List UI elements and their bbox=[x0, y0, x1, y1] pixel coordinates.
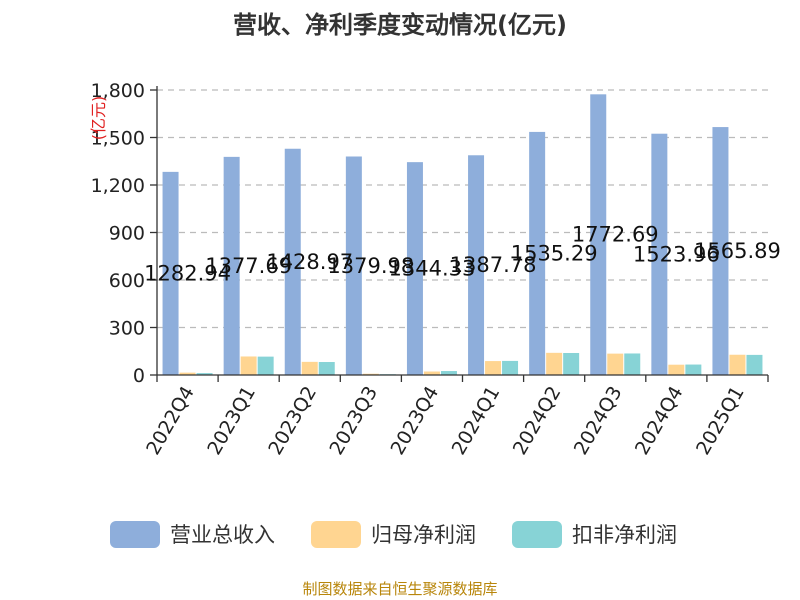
legend-label: 归母净利润 bbox=[371, 523, 476, 547]
legend-swatch bbox=[311, 521, 361, 548]
bar-1-2023Q2 bbox=[301, 361, 318, 375]
y-axis: 0 300 600 900 1,200 1,500 1,800 bbox=[91, 80, 158, 387]
data-label: 1379.98 bbox=[327, 254, 414, 278]
bar-2-2025Q1 bbox=[746, 354, 763, 375]
x-tick-label: 2023Q1 bbox=[203, 383, 260, 459]
y-tick-label: 1,200 bbox=[91, 175, 145, 197]
data-label: 1535.29 bbox=[511, 241, 598, 265]
bar-1-2022Q4 bbox=[179, 372, 196, 375]
bar-2-2023Q1 bbox=[257, 356, 274, 375]
y-tick-label: 300 bbox=[109, 318, 145, 340]
data-label: 1282.94 bbox=[144, 261, 231, 285]
y-axis-label: (亿元) bbox=[89, 96, 108, 141]
chart-title: 营收、净利季度变动情况(亿元) bbox=[233, 11, 567, 39]
x-tick-label: 2024Q1 bbox=[448, 383, 505, 459]
bar-0-2023Q4 bbox=[406, 162, 423, 375]
x-tick-label: 2023Q3 bbox=[325, 383, 382, 459]
data-label: 1344.33 bbox=[389, 257, 476, 281]
bar-1-2024Q1 bbox=[485, 361, 502, 375]
x-tick-label: 2024Q2 bbox=[509, 383, 566, 459]
x-tick-label: 2024Q3 bbox=[570, 383, 627, 459]
bar-2-2024Q2 bbox=[563, 352, 580, 375]
x-tick-label: 2023Q2 bbox=[264, 383, 321, 459]
legend-label: 营业总收入 bbox=[170, 523, 275, 547]
y-tick-label: 900 bbox=[109, 223, 145, 245]
data-label: 1428.97 bbox=[266, 250, 353, 274]
bar-1-2024Q3 bbox=[607, 353, 624, 375]
bar-1-2023Q4 bbox=[423, 371, 440, 375]
bar-1-2025Q1 bbox=[729, 354, 746, 375]
bar-2-2024Q3 bbox=[624, 353, 641, 375]
bars bbox=[162, 94, 763, 375]
bar-0-2023Q2 bbox=[284, 148, 301, 375]
data-label: 1772.69 bbox=[572, 223, 659, 247]
x-tick-label: 2024Q4 bbox=[631, 383, 688, 459]
data-labels: 1282.941377.691428.971379.981344.331387.… bbox=[144, 223, 781, 286]
x-tick-label: 2022Q4 bbox=[142, 383, 199, 459]
bar-0-2024Q2 bbox=[529, 131, 546, 375]
source-note: 制图数据来自恒生聚源数据库 bbox=[302, 580, 497, 598]
data-label: 1565.89 bbox=[694, 239, 781, 263]
data-label: 1523.96 bbox=[633, 242, 720, 266]
x-tick-label: 2025Q1 bbox=[692, 383, 749, 459]
bar-0-2024Q3 bbox=[590, 94, 607, 375]
legend-swatch bbox=[512, 521, 562, 548]
grid bbox=[157, 89, 768, 329]
legend-label: 扣非净利润 bbox=[572, 523, 677, 547]
bar-1-2024Q4 bbox=[668, 364, 685, 375]
bar-1-2023Q1 bbox=[240, 356, 257, 375]
data-label: 1387.78 bbox=[450, 253, 537, 277]
bar-2-2022Q4 bbox=[196, 373, 213, 375]
bar-1-2024Q2 bbox=[546, 352, 563, 375]
bar-0-2022Q4 bbox=[162, 171, 179, 375]
bar-0-2024Q1 bbox=[468, 155, 485, 375]
bar-2-2023Q4 bbox=[440, 371, 457, 375]
bar-0-2025Q1 bbox=[712, 127, 729, 375]
bar-0-2024Q4 bbox=[651, 133, 668, 375]
x-tick-label: 2023Q4 bbox=[387, 383, 444, 459]
y-tick-label: 1,800 bbox=[91, 80, 145, 102]
y-tick-label: 600 bbox=[109, 270, 145, 292]
bar-0-2023Q1 bbox=[223, 156, 240, 375]
y-tick-label: 1,500 bbox=[91, 128, 145, 150]
y-tick-label: 0 bbox=[133, 365, 145, 387]
legend-swatch bbox=[110, 521, 160, 548]
data-label: 1377.69 bbox=[205, 254, 292, 278]
bar-0-2023Q3 bbox=[345, 156, 362, 375]
bar-2-2023Q2 bbox=[318, 362, 335, 375]
x-axis: 2022Q4 2023Q1 2023Q2 2023Q3 2023Q4 2024Q1 2024… bbox=[142, 374, 769, 459]
bar-2-2024Q1 bbox=[502, 360, 519, 375]
legend: 营业总收入 归母净利润 扣非净利润 bbox=[110, 521, 677, 548]
bar-2-2024Q4 bbox=[685, 364, 702, 375]
